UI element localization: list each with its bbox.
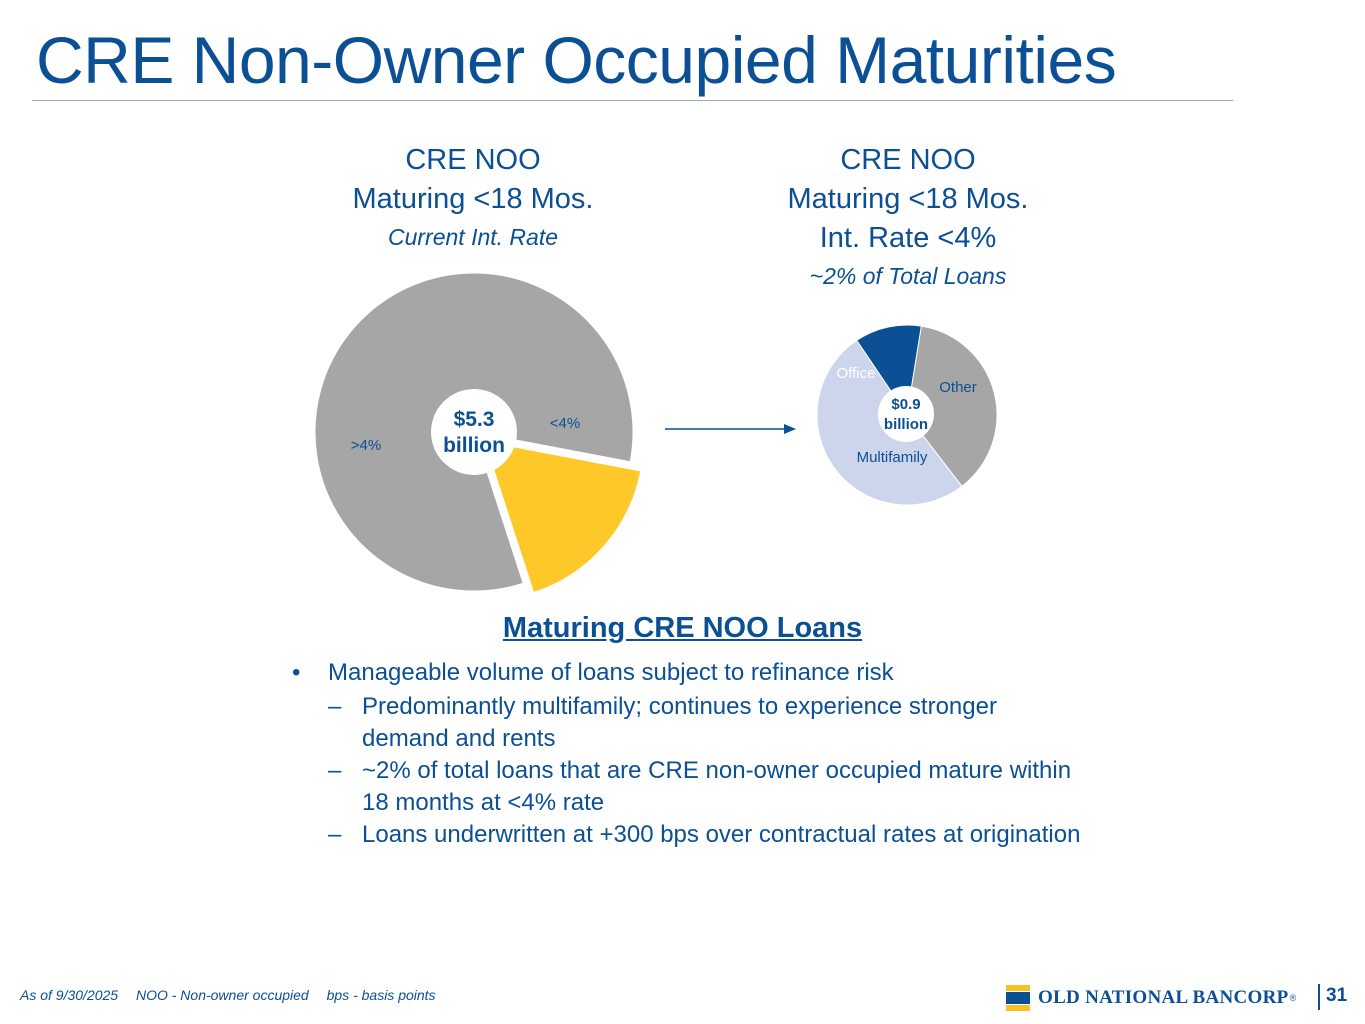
slice-label--4-: <4% <box>550 415 580 432</box>
right-donut-center-value: $0.9 <box>891 396 920 413</box>
footnote-as-of: As of 9/30/2025 <box>20 987 119 1003</box>
donut-slice-other <box>906 325 998 488</box>
right-donut-hole <box>878 386 934 442</box>
bullet-item: • Manageable volume of loans subject to … <box>290 657 1090 689</box>
bullet-list: • Manageable volume of loans subject to … <box>290 657 1090 851</box>
company-logo: OLD NATIONAL BANCORP ® <box>1006 984 1296 1012</box>
donut-slice--4- <box>314 272 634 592</box>
sub-bullet-text: Loans underwritten at +300 bps over cont… <box>362 821 1081 848</box>
right-donut-center-unit: billion <box>884 416 928 433</box>
arrow-head-icon <box>784 424 796 434</box>
slice-label-office: Office <box>837 365 876 382</box>
right-chart-heading: CRE NOO Maturing <18 Mos. Int. Rate <4% … <box>718 141 1098 294</box>
left-chart-subheading: Current Int. Rate <box>387 224 559 250</box>
slice-label-multifamily: Multifamily <box>857 449 928 466</box>
sub-bullet-item: – Predominantly multifamily; continues t… <box>290 691 1090 755</box>
donut-slice-multifamily <box>816 339 963 506</box>
bullet-marker: • <box>292 659 301 686</box>
logo-registered-mark: ® <box>1289 993 1297 1003</box>
sub-bullet-marker: – <box>328 757 342 784</box>
section-heading: Maturing CRE NOO Loans <box>502 612 863 644</box>
left-chart-heading-line2: Maturing <18 Mos. <box>352 183 594 215</box>
donut-slice--4- <box>483 440 642 594</box>
right-chart-heading-line1: CRE NOO <box>840 144 976 176</box>
left-donut-slices <box>314 272 642 594</box>
right-donut-slices <box>816 324 998 506</box>
slice-label-other: Other <box>939 379 977 396</box>
logo-text: OLD NATIONAL BANCORP <box>1038 987 1289 1008</box>
left-donut-center-unit: billion <box>443 434 505 457</box>
sub-bullet-marker: – <box>328 821 342 848</box>
footnote: As of 9/30/2025 NOO - Non-owner occupied… <box>20 987 450 1003</box>
page-title: CRE Non-Owner Occupied Maturities <box>36 23 1117 97</box>
sub-bullet-item: – Loans underwritten at +300 bps over co… <box>290 819 1090 851</box>
bullet-text: Manageable volume of loans subject to re… <box>328 659 894 686</box>
sub-bullet-marker: – <box>328 693 342 720</box>
sub-bullet-text: Predominantly multifamily; continues to … <box>362 693 997 752</box>
footnote-bps: bps - basis points <box>326 987 436 1003</box>
donut-slice-office <box>855 324 922 417</box>
left-chart-heading: CRE NOO Maturing <18 Mos. Current Int. R… <box>283 141 663 255</box>
slice-label--4-: >4% <box>351 437 381 454</box>
title-divider <box>32 100 1233 101</box>
slice-labels: >4% <4% Office Other Multifamily <box>351 365 977 466</box>
sub-bullet-text: ~2% of total loans that are CRE non-owne… <box>362 757 1072 816</box>
left-donut-hole <box>431 389 517 475</box>
left-chart-heading-line1: CRE NOO <box>405 144 541 176</box>
logo-mark-icon <box>1006 985 1030 1011</box>
page-number-divider <box>1318 984 1320 1010</box>
right-chart-heading-line3: Int. Rate <4% <box>819 222 997 254</box>
right-chart-heading-line2: Maturing <18 Mos. <box>787 183 1029 215</box>
right-chart-subheading: ~2% of Total Loans <box>809 263 1007 289</box>
page-number: 31 <box>1326 985 1348 1006</box>
sub-bullet-item: – ~2% of total loans that are CRE non-ow… <box>290 755 1090 819</box>
footnote-noo: NOO - Non-owner occupied <box>135 987 309 1003</box>
left-donut-center-value: $5.3 <box>454 408 495 431</box>
